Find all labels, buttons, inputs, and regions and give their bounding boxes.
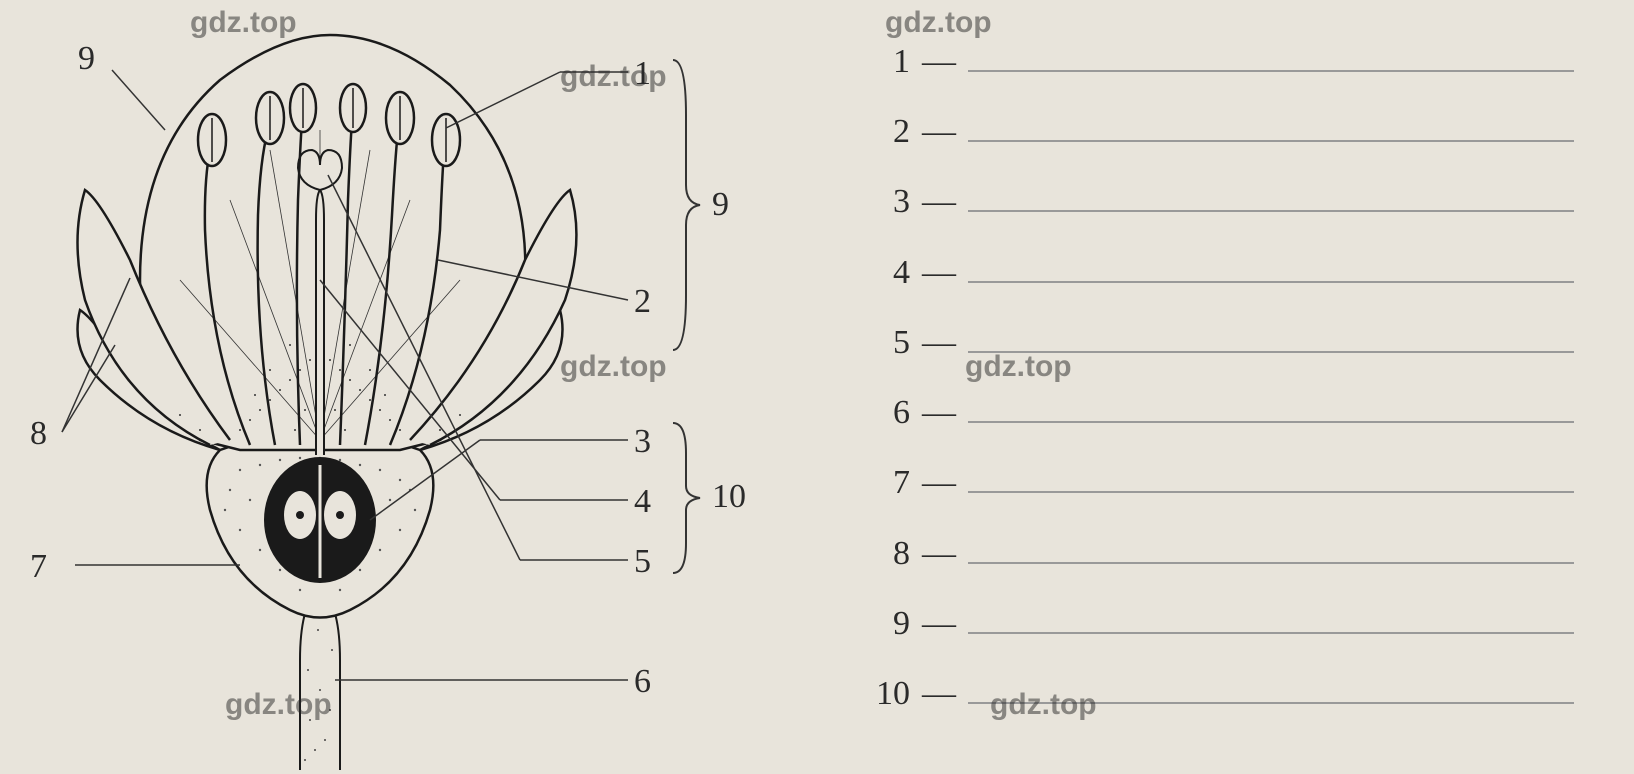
- answer-blank-4[interactable]: [968, 251, 1574, 283]
- diagram-label-9: 9: [78, 40, 95, 78]
- answer-num-2: 2: [860, 113, 910, 151]
- answer-blank-1[interactable]: [968, 40, 1574, 72]
- answer-row-9: 9 —: [860, 602, 1574, 664]
- answer-blank-5[interactable]: [968, 321, 1574, 353]
- dash-icon: —: [922, 394, 956, 432]
- answer-blank-10[interactable]: [968, 672, 1574, 704]
- diagram-panel: 1 2 3 4 5 6 7 8 9 9 10: [0, 0, 820, 774]
- answer-blank-6[interactable]: [968, 391, 1574, 423]
- answer-num-5: 5: [860, 324, 910, 362]
- answer-row-5: 5 —: [860, 321, 1574, 383]
- diagram-label-6: 6: [634, 663, 651, 701]
- dash-icon: —: [922, 113, 956, 151]
- dash-icon: —: [922, 464, 956, 502]
- brace-label-9: 9: [712, 186, 729, 224]
- answer-row-7: 7 —: [860, 461, 1574, 523]
- brace-label-10: 10: [712, 478, 746, 516]
- diagram-label-3: 3: [634, 423, 651, 461]
- diagram-label-8: 8: [30, 415, 47, 453]
- answer-num-3: 3: [860, 183, 910, 221]
- dash-icon: —: [922, 254, 956, 292]
- answer-blank-8[interactable]: [968, 532, 1574, 564]
- answer-row-8: 8 —: [860, 532, 1574, 594]
- answer-row-1: 1 —: [860, 40, 1574, 102]
- answer-num-8: 8: [860, 535, 910, 573]
- dash-icon: —: [922, 324, 956, 362]
- answer-num-6: 6: [860, 394, 910, 432]
- page-container: 1 2 3 4 5 6 7 8 9 9 10 1 — 2 — 3: [0, 0, 1634, 774]
- answer-num-4: 4: [860, 254, 910, 292]
- dash-icon: —: [922, 43, 956, 81]
- answer-row-2: 2 —: [860, 110, 1574, 172]
- diagram-label-7: 7: [30, 548, 47, 586]
- dash-icon: —: [922, 535, 956, 573]
- answer-row-6: 6 —: [860, 391, 1574, 453]
- diagram-label-1: 1: [634, 55, 651, 93]
- answer-panel: 1 — 2 — 3 — 4 — 5 — 6 — 7: [820, 0, 1634, 774]
- answer-blank-9[interactable]: [968, 602, 1574, 634]
- answer-blank-7[interactable]: [968, 461, 1574, 493]
- answer-num-9: 9: [860, 605, 910, 643]
- answer-num-7: 7: [860, 464, 910, 502]
- diagram-label-4: 4: [634, 483, 651, 521]
- dash-icon: —: [922, 605, 956, 643]
- answer-row-4: 4 —: [860, 251, 1574, 313]
- answer-num-10: 10: [860, 675, 910, 713]
- diagram-label-5: 5: [634, 543, 651, 581]
- answer-num-1: 1: [860, 43, 910, 81]
- answer-row-10: 10 —: [860, 672, 1574, 734]
- answer-row-3: 3 —: [860, 180, 1574, 242]
- diagram-label-2: 2: [634, 283, 651, 321]
- answer-blank-3[interactable]: [968, 180, 1574, 212]
- answer-blank-2[interactable]: [968, 110, 1574, 142]
- dash-icon: —: [922, 183, 956, 221]
- dash-icon: —: [922, 675, 956, 713]
